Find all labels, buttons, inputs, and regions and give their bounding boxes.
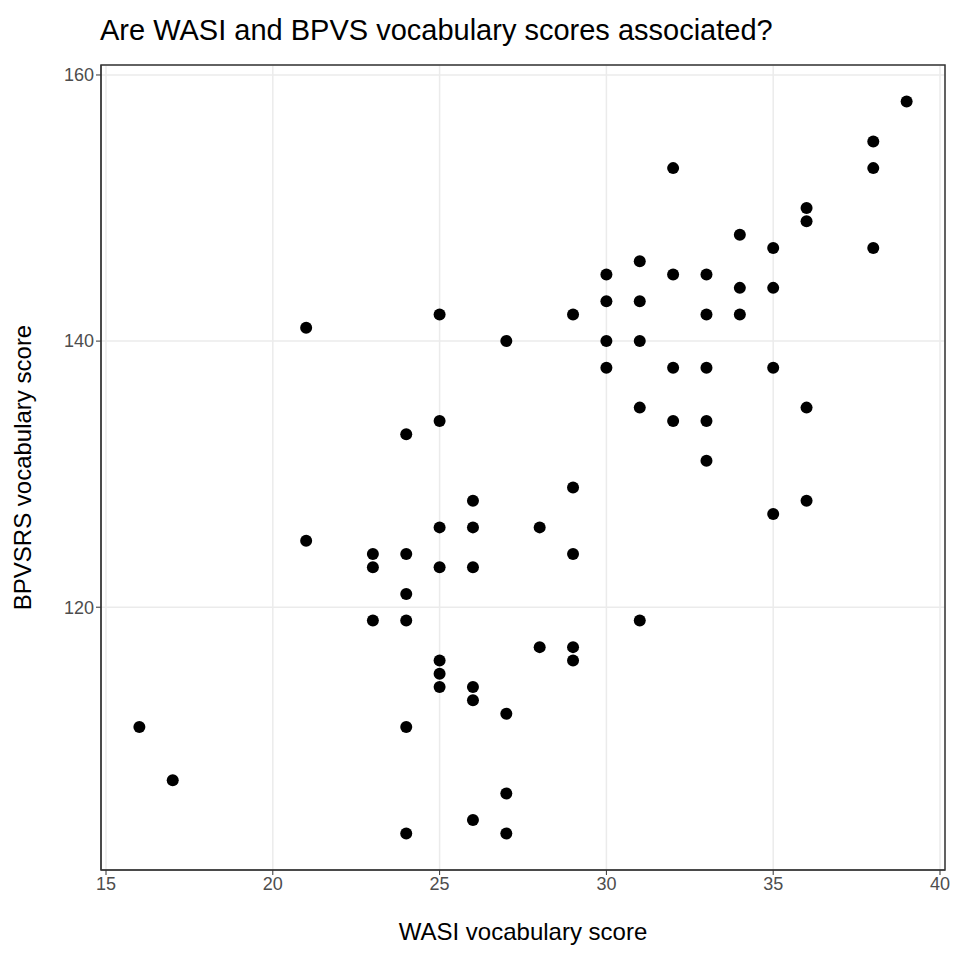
svg-text:20: 20 <box>263 874 283 894</box>
svg-text:30: 30 <box>596 874 616 894</box>
svg-text:15: 15 <box>96 874 116 894</box>
svg-text:BPVSRS vocabulary score: BPVSRS vocabulary score <box>9 325 36 610</box>
svg-text:40: 40 <box>930 874 950 894</box>
html-text:Are WASI and BPVS vocabulary s: Are WASI and BPVS vocabulary scores asso… <box>100 14 773 46</box>
svg-text:140: 140 <box>64 331 94 351</box>
svg-text:35: 35 <box>763 874 783 894</box>
svg-text:120: 120 <box>64 598 94 618</box>
svg-text:WASI vocabulary score: WASI vocabulary score <box>399 918 648 945</box>
svg-text:25: 25 <box>430 874 450 894</box>
svg-text:160: 160 <box>64 65 94 85</box>
